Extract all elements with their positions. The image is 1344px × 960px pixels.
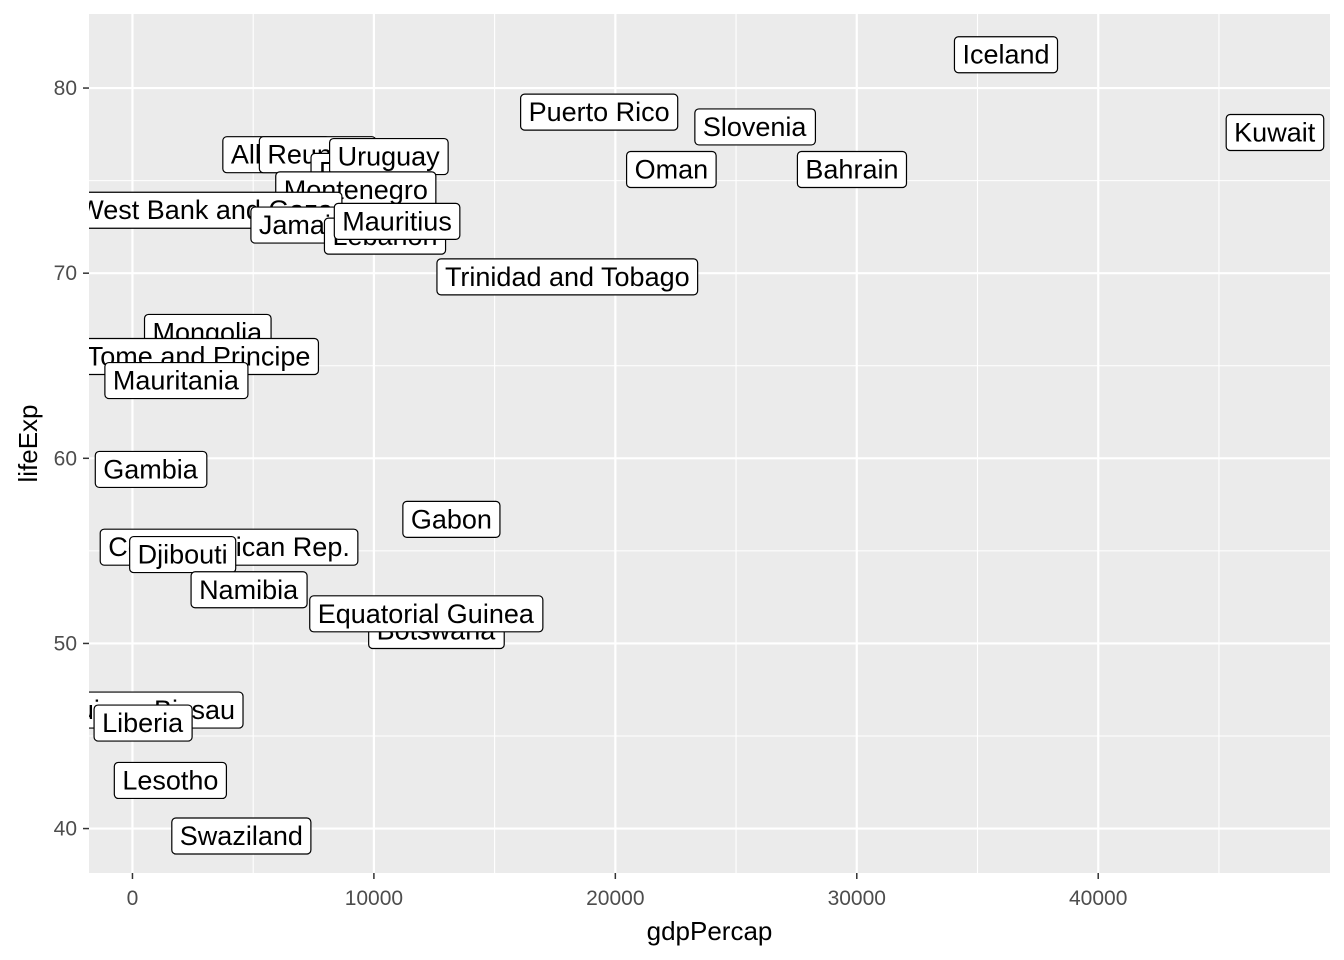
point-label-box <box>625 150 717 189</box>
point-label-box <box>309 595 544 633</box>
point-label: Gambia <box>94 450 208 489</box>
point-label-box <box>104 361 249 400</box>
point-label-box <box>436 258 699 296</box>
point-label-text: Kuwait <box>1234 117 1316 147</box>
point-label: Slovenia <box>694 108 817 146</box>
point-label-text: Oman <box>635 155 709 185</box>
point-label-box <box>953 36 1059 74</box>
x-tick-label: 0 <box>127 887 139 910</box>
point-label-text: Puerto Rico <box>529 97 670 127</box>
point-label-box <box>93 704 193 742</box>
point-label: Uruguay <box>328 137 449 176</box>
x-tick-label: 40000 <box>1069 887 1127 910</box>
y-axis: 40 50 60 70 80 <box>54 77 89 841</box>
point-label-box <box>796 150 908 189</box>
y-tick-label: 80 <box>54 77 77 100</box>
point-label: Equatorial Guinea <box>309 595 544 633</box>
point-label-box <box>694 108 817 146</box>
point-label-text: Djibouti <box>138 540 228 570</box>
point-label-box <box>1225 113 1325 152</box>
point-label-box <box>113 761 228 800</box>
point-label: Lesotho <box>113 761 228 800</box>
x-tick-label: 30000 <box>828 887 886 910</box>
point-label-text: Mauritania <box>113 366 240 396</box>
point-label-text: Equatorial Guinea <box>318 599 535 629</box>
point-label-box <box>171 817 312 855</box>
point-label: Trinidad and Tobago <box>436 258 699 296</box>
point-label-text: Lesotho <box>122 765 218 795</box>
point-label-text: Namibia <box>199 575 299 605</box>
y-tick-label: 60 <box>54 447 77 470</box>
point-label: Djibouti <box>129 535 237 574</box>
point-label-box <box>190 571 308 609</box>
y-tick-label: 50 <box>54 632 77 655</box>
point-label-text: Trinidad and Tobago <box>445 262 690 292</box>
point-label-text: Uruguay <box>338 142 441 172</box>
x-tick-label: 20000 <box>586 887 644 910</box>
point-label: Iceland <box>953 36 1059 74</box>
y-tick-label: 70 <box>54 262 77 285</box>
point-label: Puerto Rico <box>520 93 679 131</box>
point-label-text: Gabon <box>411 504 492 534</box>
x-axis: 0 10000 20000 30000 40000 <box>127 873 1127 910</box>
point-label: Bahrain <box>796 150 908 189</box>
point-label-text: Gambia <box>103 454 199 484</box>
x-axis-title: gdpPercap <box>647 916 773 946</box>
y-axis-title: lifeExp <box>13 404 43 482</box>
point-label: Swaziland <box>171 817 312 855</box>
point-label-text: Iceland <box>962 40 1049 70</box>
point-label-text: Liberia <box>102 708 184 738</box>
point-label: Mauritania <box>104 361 249 400</box>
point-label: Liberia <box>93 704 193 742</box>
point-label-text: Mauritius <box>342 206 452 236</box>
point-label-box <box>402 500 501 539</box>
point-label-text: Bahrain <box>805 155 898 185</box>
point-label-box <box>129 535 237 574</box>
point-label-box <box>94 450 208 489</box>
point-label: Oman <box>625 150 717 189</box>
point-label-text: Swaziland <box>180 821 303 851</box>
point-label: Kuwait <box>1225 113 1325 152</box>
point-label: Gabon <box>402 500 501 539</box>
point-label: Namibia <box>190 571 308 609</box>
point-labels: Iceland Kuwait Puerto Rico Slovenia Oman Bahr… <box>89 36 1325 855</box>
point-label-box <box>333 202 461 240</box>
y-tick-label: 40 <box>54 818 77 841</box>
point-label-box <box>520 93 679 131</box>
point-label: Mauritius <box>333 202 461 240</box>
x-tick-label: 10000 <box>345 887 403 910</box>
point-label-text: Slovenia <box>703 112 808 142</box>
